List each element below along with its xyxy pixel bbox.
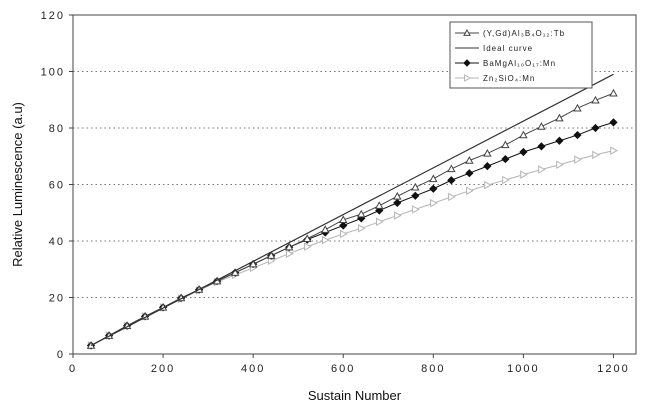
marker-triangle-right (376, 217, 384, 227)
marker-triangle-right (502, 175, 510, 185)
marker-triangle (338, 215, 348, 224)
marker-triangle (375, 201, 384, 209)
y-tick-label: 0 (57, 349, 65, 361)
marker-triangle-right (520, 170, 528, 179)
marker-diamond (573, 130, 582, 140)
marker-triangle (230, 268, 240, 276)
y-tick-label: 20 (49, 293, 65, 305)
marker-diamond (591, 123, 600, 133)
x-axis-label: Sustain Number (308, 388, 402, 403)
marker-triangle (555, 113, 564, 122)
marker-diamond (463, 59, 471, 67)
marker-diamond (429, 184, 438, 193)
marker-triangle-right (322, 235, 330, 245)
marker-diamond (609, 118, 618, 127)
y-tick-label: 120 (41, 10, 65, 22)
legend-item: Zn₂SiO₄:Mn (455, 74, 535, 83)
marker-diamond (411, 191, 420, 200)
x-tick-label: 0 (69, 363, 77, 375)
marker-diamond (393, 198, 402, 207)
marker-triangle-right (358, 224, 366, 233)
marker-triangle (266, 251, 276, 259)
marker-triangle (248, 259, 258, 268)
marker-triangle-right (484, 180, 492, 190)
x-tick-label: 200 (151, 363, 175, 375)
marker-triangle (357, 209, 366, 218)
marker-diamond (519, 147, 528, 157)
marker-diamond (537, 142, 546, 151)
marker-triangle (501, 140, 510, 149)
marker-triangle (411, 182, 420, 191)
x-tick-label: 400 (241, 363, 265, 375)
marker-diamond (447, 176, 456, 185)
marker-triangle-right (574, 155, 582, 164)
marker-triangle-right (412, 205, 420, 214)
marker-triangle (609, 88, 618, 97)
marker-triangle (320, 225, 330, 233)
marker-diamond (465, 169, 474, 178)
marker-triangle-right (448, 192, 456, 202)
marker-triangle (591, 95, 600, 104)
marker-triangle-right (464, 74, 472, 82)
marker-triangle-right (430, 198, 438, 208)
x-tick-label: 800 (421, 363, 445, 375)
legend-item: BaMgAl₁₀O₁₇:Mn (455, 59, 556, 68)
marker-triangle (429, 174, 438, 183)
x-tick-label: 600 (331, 363, 355, 375)
marker-triangle-right (610, 146, 618, 155)
marker-triangle-right (340, 229, 348, 239)
legend-label: Ideal curve (483, 44, 533, 53)
marker-triangle-right (556, 160, 564, 169)
legend-label: BaMgAl₁₀O₁₇:Mn (483, 59, 556, 68)
marker-triangle (447, 164, 456, 173)
y-tick-label: 80 (49, 123, 65, 135)
marker-triangle (537, 122, 546, 130)
legend-item: (Y,Gd)Al₃B₄O₁₂:Tb (455, 28, 565, 38)
x-tick-label: 1000 (507, 363, 539, 375)
series-line (90, 73, 614, 347)
marker-triangle-right (285, 249, 294, 258)
legend-label: (Y,Gd)Al₃B₄O₁₂:Tb (483, 29, 565, 38)
y-tick-label: 60 (49, 180, 65, 192)
x-tick-label: 1200 (597, 363, 629, 375)
legend-label: Zn₂SiO₄:Mn (483, 74, 535, 83)
legend-item: Ideal curve (455, 44, 533, 53)
marker-triangle (393, 191, 402, 200)
marker-triangle (463, 28, 471, 36)
marker-triangle (284, 242, 294, 251)
y-axis-label: Relative Luminescence (a.u) (10, 102, 25, 267)
marker-diamond (339, 221, 348, 230)
marker-triangle-right (303, 242, 312, 251)
y-tick-label: 100 (41, 67, 65, 79)
marker-diamond (483, 162, 492, 171)
marker-diamond (555, 136, 564, 145)
marker-triangle-right (538, 165, 546, 174)
marker-triangle (302, 234, 312, 242)
marker-diamond (501, 154, 510, 164)
series-1 (90, 73, 614, 347)
marker-triangle-right (466, 186, 474, 195)
marker-triangle (483, 148, 492, 157)
marker-triangle (519, 130, 528, 139)
marker-triangle (573, 103, 582, 112)
marker-triangle-right (592, 150, 600, 160)
marker-triangle-right (394, 211, 402, 220)
y-tick-label: 40 (49, 236, 65, 248)
series-layer (86, 73, 618, 350)
marker-triangle (465, 156, 474, 164)
legend: (Y,Gd)Al₃B₄O₁₂:Tb Ideal curve BaMgAl₁₀O₁₇:… (449, 21, 593, 89)
